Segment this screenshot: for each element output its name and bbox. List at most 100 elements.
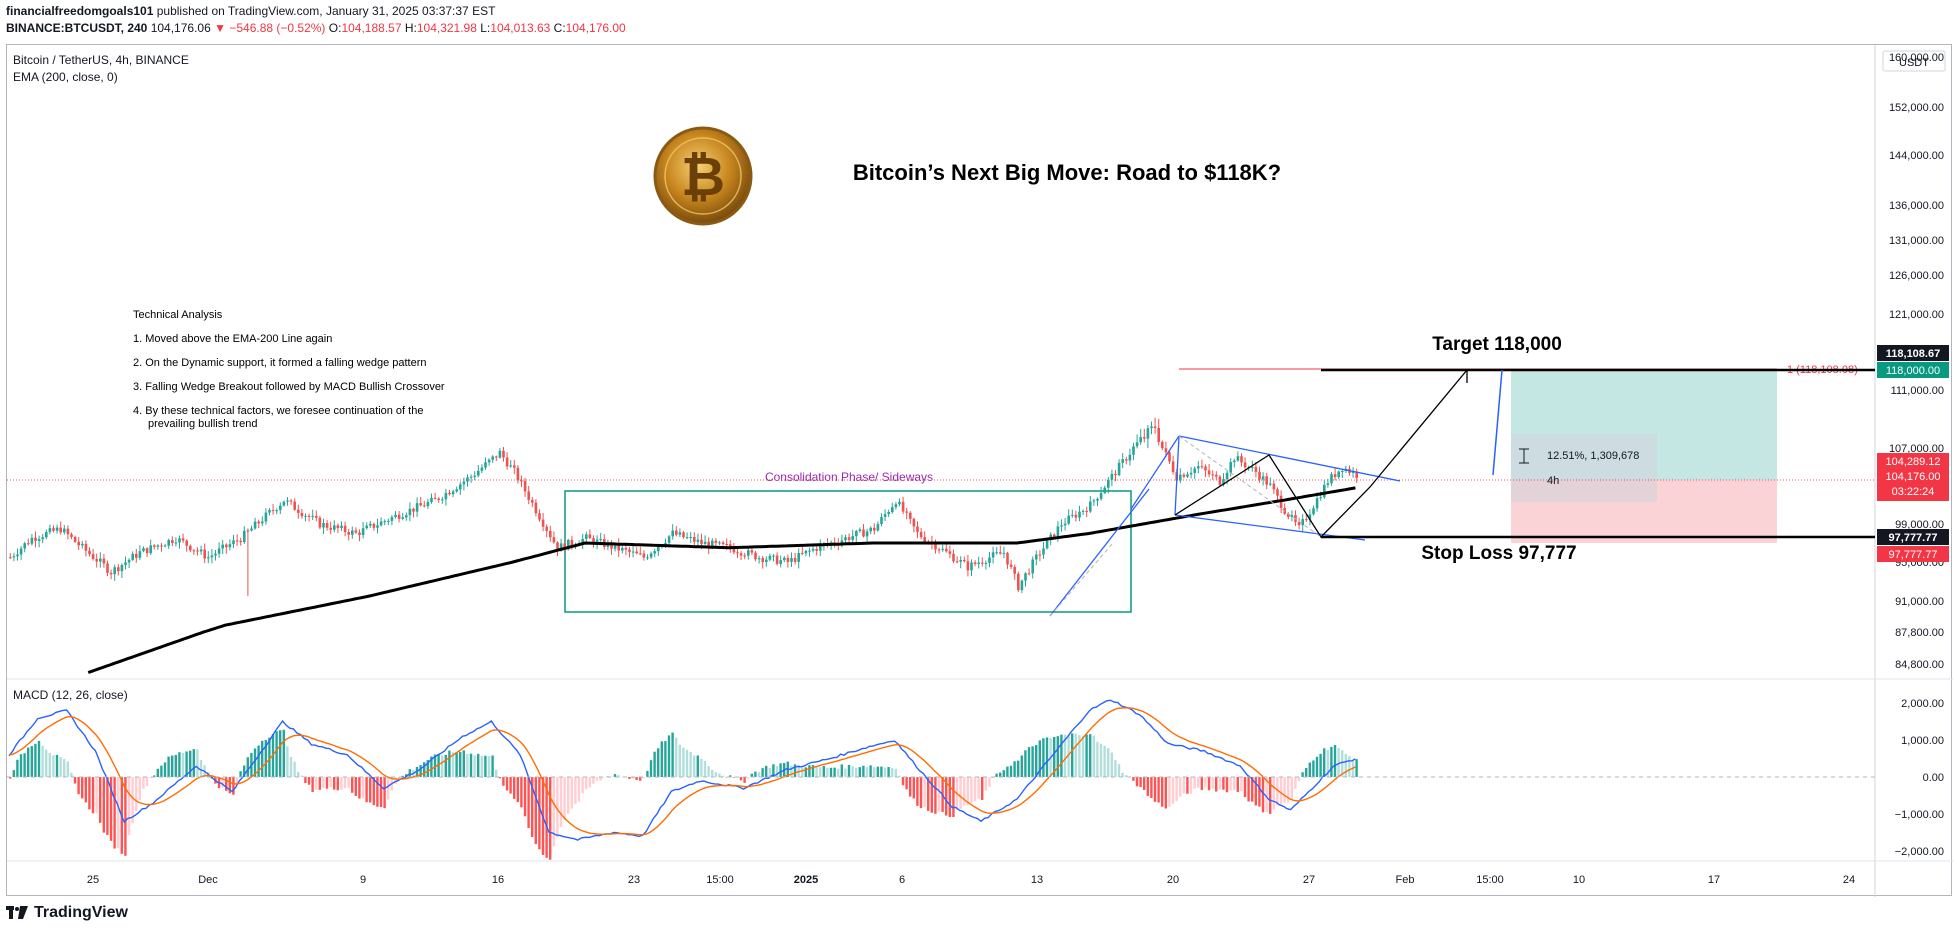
candle[interactable] (1287, 513, 1290, 517)
candle[interactable] (952, 553, 955, 562)
candle[interactable] (1323, 484, 1326, 498)
candle[interactable] (973, 562, 977, 564)
candle[interactable] (19, 548, 23, 555)
candle[interactable] (88, 550, 91, 555)
candle[interactable] (743, 555, 746, 557)
candle[interactable] (988, 557, 991, 563)
candle[interactable] (1132, 446, 1135, 455)
candle[interactable] (1078, 511, 1081, 518)
candle[interactable] (563, 543, 566, 550)
candle[interactable] (221, 544, 224, 549)
candle[interactable] (934, 542, 937, 550)
candle[interactable] (347, 532, 350, 535)
candle[interactable] (1254, 467, 1258, 472)
candle[interactable] (127, 559, 131, 563)
candle[interactable] (207, 557, 210, 559)
candle[interactable] (991, 552, 995, 558)
candle[interactable] (610, 542, 613, 549)
candle[interactable] (693, 536, 696, 542)
candle[interactable] (23, 543, 26, 549)
candle[interactable] (729, 544, 732, 548)
candle[interactable] (1276, 489, 1279, 496)
candle[interactable] (286, 500, 289, 502)
candle[interactable] (336, 525, 340, 529)
candle[interactable] (981, 562, 984, 564)
consolidation-box[interactable] (564, 490, 1132, 613)
candle[interactable] (1060, 525, 1063, 527)
candle[interactable] (1125, 459, 1128, 461)
candle[interactable] (1099, 492, 1103, 499)
candle[interactable] (484, 462, 487, 468)
candle[interactable] (203, 549, 206, 559)
candle[interactable] (1251, 467, 1254, 469)
candle[interactable] (675, 530, 678, 535)
candle[interactable] (1272, 483, 1276, 490)
candle[interactable] (945, 548, 948, 552)
candle[interactable] (419, 503, 422, 506)
candle[interactable] (1269, 483, 1272, 485)
candle[interactable] (55, 527, 59, 531)
candle[interactable] (1326, 483, 1330, 485)
candle[interactable] (70, 534, 73, 537)
candle[interactable] (941, 548, 944, 550)
candle[interactable] (883, 514, 887, 517)
candle[interactable] (30, 537, 34, 544)
candle[interactable] (750, 550, 754, 553)
candle[interactable] (797, 552, 800, 562)
candle[interactable] (1351, 471, 1355, 473)
candle[interactable] (1067, 515, 1070, 524)
candle[interactable] (405, 515, 408, 518)
candle[interactable] (153, 545, 156, 547)
candle[interactable] (556, 542, 559, 551)
candle[interactable] (34, 537, 37, 541)
candle[interactable] (898, 501, 901, 505)
candle[interactable] (1143, 437, 1146, 439)
candle[interactable] (1053, 534, 1056, 537)
candle[interactable] (199, 549, 203, 552)
candle[interactable] (149, 545, 152, 554)
candle[interactable] (315, 515, 318, 518)
candle[interactable] (617, 543, 620, 551)
candle[interactable] (1092, 500, 1096, 502)
candle[interactable] (783, 557, 786, 561)
candle[interactable] (725, 543, 728, 545)
candle[interactable] (1312, 508, 1315, 515)
candle[interactable] (1085, 510, 1088, 512)
candle[interactable] (408, 508, 412, 516)
candle[interactable] (714, 540, 718, 543)
candle[interactable] (376, 525, 379, 528)
candle[interactable] (1305, 519, 1308, 521)
candle[interactable] (81, 543, 84, 546)
candle[interactable] (189, 545, 192, 551)
candle[interactable] (99, 558, 102, 562)
candle[interactable] (1006, 552, 1009, 565)
candle[interactable] (1164, 448, 1168, 453)
candle[interactable] (678, 532, 682, 535)
candle[interactable] (1089, 501, 1092, 512)
candle[interactable] (279, 505, 282, 511)
candle[interactable] (340, 525, 343, 529)
candle[interactable] (1045, 540, 1049, 549)
candle[interactable] (91, 554, 95, 559)
candle[interactable] (811, 548, 815, 551)
candle[interactable] (361, 528, 365, 535)
candle[interactable] (649, 553, 653, 558)
candle[interactable] (487, 459, 491, 463)
candle[interactable] (343, 525, 347, 533)
candle[interactable] (581, 538, 584, 545)
candle[interactable] (480, 467, 484, 471)
candle[interactable] (1171, 461, 1175, 473)
candle[interactable] (441, 499, 444, 501)
candle[interactable] (959, 559, 962, 562)
candle[interactable] (545, 526, 548, 531)
chart-frame[interactable]: Bitcoin / TetherUS, 4h, BINANCE EMA (200… (6, 44, 1953, 897)
macd-axis[interactable]: 2,000.00 1,000.00 0.00 −1,000.00 −2,000.00 (1895, 698, 1944, 858)
candle[interactable] (1024, 573, 1027, 581)
candle[interactable] (444, 492, 448, 500)
candle[interactable] (365, 525, 368, 529)
candle[interactable] (1168, 452, 1171, 462)
candle[interactable] (1265, 476, 1268, 485)
candle[interactable] (369, 523, 372, 526)
candle[interactable] (109, 572, 113, 575)
chart-svg[interactable]: Bitcoin / TetherUS, 4h, BINANCE EMA (200… (7, 45, 1953, 897)
